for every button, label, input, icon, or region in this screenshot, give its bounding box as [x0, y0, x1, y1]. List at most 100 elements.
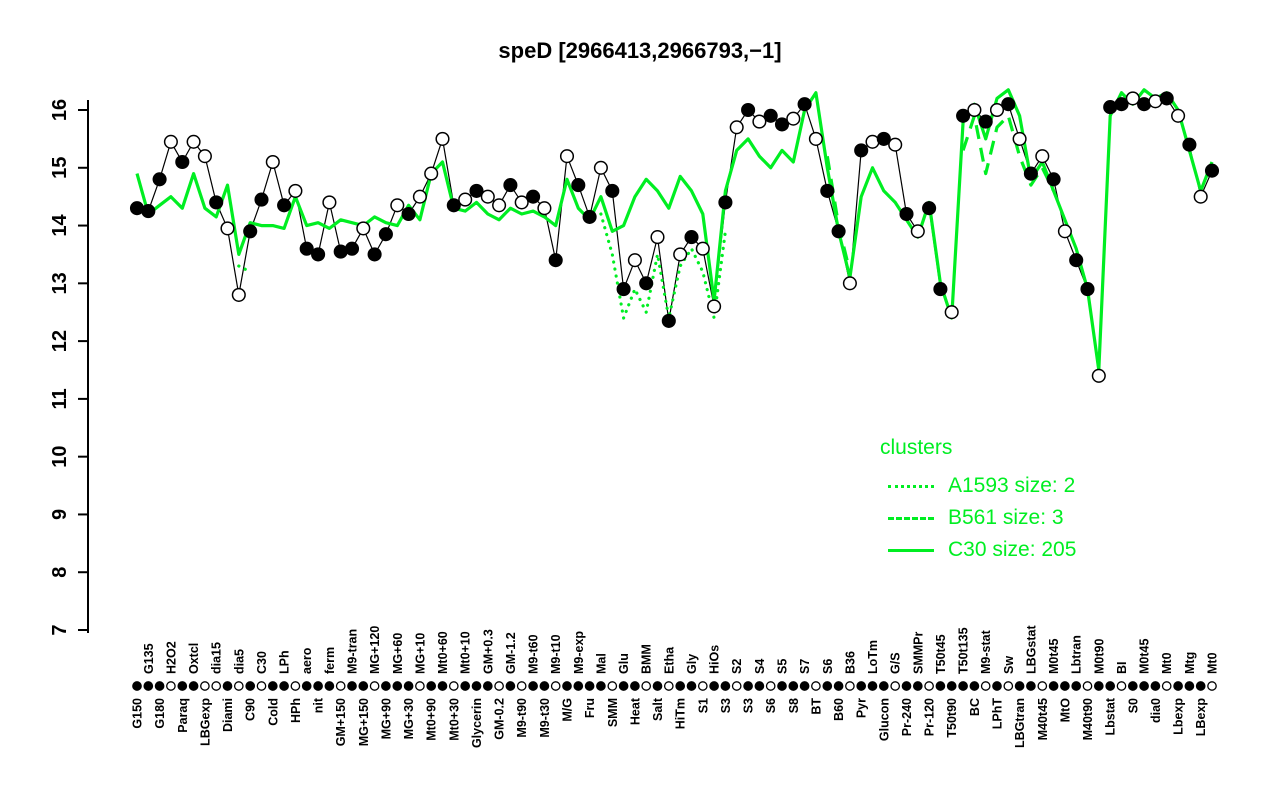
- filled-point: [1114, 97, 1129, 112]
- strip-filled-point: [1048, 681, 1059, 691]
- open-point: [458, 192, 473, 207]
- strip-open-point: [448, 681, 459, 691]
- strip-filled-point: [403, 681, 414, 691]
- strip-filled-point: [833, 681, 844, 691]
- filled-point: [548, 253, 563, 268]
- x-tick-label: M9-tran: [346, 629, 360, 674]
- x-tick-label: S3: [742, 698, 756, 713]
- cluster-line-solid: [135, 88, 1214, 372]
- strip-filled-point: [482, 681, 493, 691]
- filled-point: [175, 154, 190, 170]
- x-tick-label: M0t45: [1047, 639, 1061, 674]
- x-tick-label: M0t45: [1138, 639, 1152, 674]
- strip-filled-point: [313, 681, 323, 691]
- x-tick-label: Gly: [685, 654, 699, 674]
- strip-filled-point: [143, 681, 154, 691]
- strip-filled-point: [788, 681, 799, 691]
- strip-filled-point: [822, 681, 833, 691]
- filled-point: [718, 195, 733, 210]
- strip-open-point: [1082, 681, 1093, 691]
- strip-open-point: [765, 681, 776, 691]
- filled-point: [1023, 166, 1038, 181]
- strip-open-point: [166, 681, 176, 691]
- strip-filled-point: [471, 681, 482, 691]
- x-tick-label: MG+60: [391, 633, 405, 674]
- open-point: [910, 224, 925, 239]
- x-tick-label: Oxtcl: [187, 643, 201, 674]
- strip-filled-point: [1071, 681, 1082, 691]
- filled-point: [797, 97, 812, 112]
- x-tick-label: M/G: [561, 698, 575, 722]
- strip-filled-point: [460, 681, 471, 691]
- x-tick-label: S3: [719, 698, 733, 713]
- open-point: [424, 166, 439, 181]
- y-tick-label: 12: [49, 330, 71, 352]
- legend-entry-b561: B561 size: 3: [880, 502, 1076, 534]
- strip-open-point: [924, 681, 934, 691]
- cluster-legend: clusters A1593 size: 2 B561 size: 3 C30 …: [880, 436, 1076, 566]
- filled-point: [820, 183, 835, 198]
- strip-filled-point: [1127, 681, 1138, 691]
- filled-point: [1159, 91, 1174, 106]
- filled-point: [503, 178, 518, 193]
- open-point: [752, 114, 767, 129]
- x-tick-label: S2: [730, 659, 744, 674]
- open-point: [1091, 368, 1106, 383]
- y-axis: 7 8 9 10 11 12 13 14 15 16: [49, 99, 89, 636]
- x-tick-label: Glycerin: [470, 698, 484, 748]
- x-tick-label: M40t45: [1036, 698, 1050, 740]
- strip-filled-point: [1026, 681, 1036, 691]
- open-point: [559, 149, 575, 164]
- strip-open-point: [211, 681, 222, 691]
- y-tick-label: 15: [49, 157, 71, 179]
- strip-filled-point: [539, 681, 550, 691]
- cluster-line-dotted: [237, 212, 727, 320]
- filled-point: [446, 198, 461, 213]
- open-point: [288, 183, 303, 198]
- x-tick-label: T50t90: [945, 698, 959, 738]
- strip-open-point: [550, 681, 561, 691]
- x-tick-label: GM+0.3: [481, 629, 495, 674]
- x-tick-label: H2O2: [164, 641, 178, 674]
- open-point: [435, 131, 450, 146]
- filled-point: [141, 204, 156, 219]
- strip-filled-point: [969, 681, 980, 691]
- strip-filled-point: [381, 681, 391, 691]
- strip-open-point: [731, 681, 742, 691]
- filled-point: [277, 198, 292, 213]
- x-tick-label: M9-stat: [979, 629, 993, 674]
- x-tick-label: Sw: [1002, 656, 1016, 674]
- strip-filled-point: [799, 681, 810, 691]
- open-point: [265, 154, 280, 170]
- x-tick-label: LPhT: [991, 698, 1005, 730]
- x-tick-label: Mal: [594, 653, 608, 674]
- open-point: [492, 198, 507, 213]
- strip-filled-point: [958, 681, 968, 691]
- x-tick-label: S4: [753, 659, 767, 674]
- x-tick-label: LBexp: [1194, 698, 1208, 737]
- x-tick-label: M9-t90: [515, 698, 529, 738]
- filled-point: [1069, 253, 1084, 268]
- strip-filled-point: [573, 681, 584, 691]
- filled-point: [1182, 137, 1197, 152]
- open-point: [480, 189, 495, 204]
- x-tick-label: S5: [776, 659, 790, 674]
- filled-point: [243, 224, 258, 239]
- filled-point: [978, 114, 993, 129]
- sample-strip: [132, 681, 1217, 691]
- dashed-line-sample: [888, 516, 934, 520]
- x-tick-label: Cold: [266, 698, 280, 726]
- strip-filled-point: [347, 681, 357, 691]
- strip-filled-point: [267, 681, 278, 691]
- x-tick-label: S7: [798, 659, 812, 674]
- x-tick-label: MG+90: [379, 698, 393, 739]
- strip-filled-point: [1139, 681, 1149, 691]
- strip-filled-point: [584, 681, 595, 691]
- x-axis-labels: G150 G135 G180 H2O2 Paraq Oxtcl LBGexp dia15 Dia…: [131, 625, 1220, 748]
- filled-point: [378, 227, 393, 242]
- open-point: [1057, 224, 1072, 239]
- filled-point: [605, 183, 620, 198]
- x-tick-label: Mt0+30: [447, 698, 461, 741]
- x-tick-label: Glucon: [877, 698, 891, 741]
- strip-open-point: [811, 681, 821, 691]
